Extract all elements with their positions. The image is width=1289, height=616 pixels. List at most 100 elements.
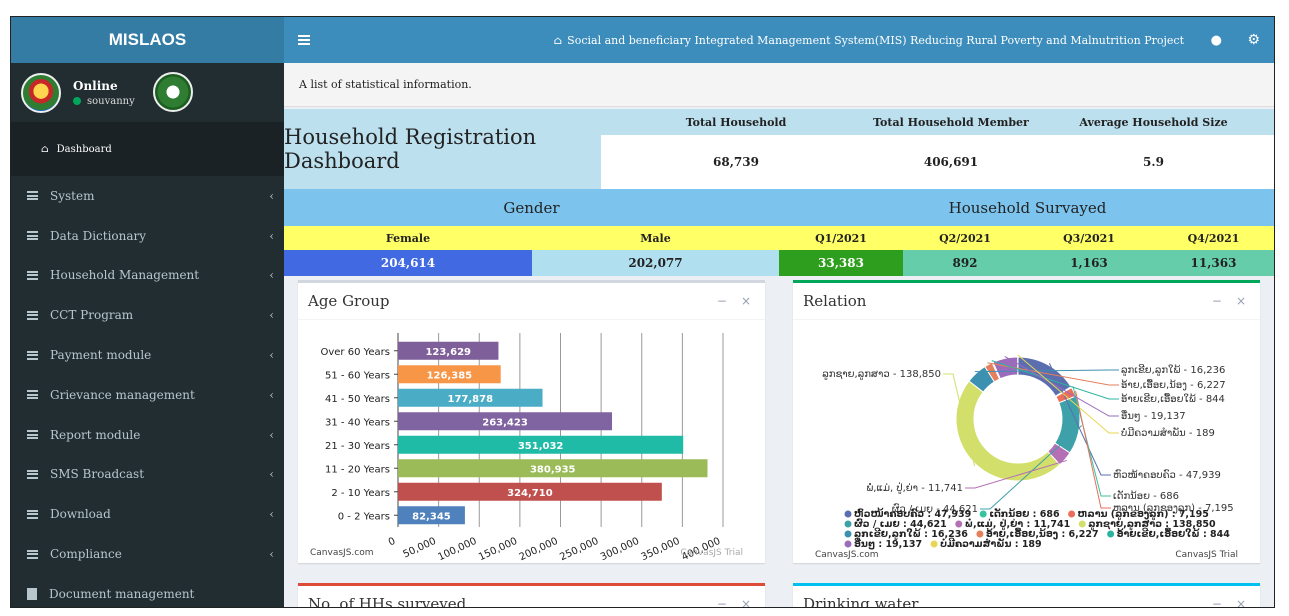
top-navbar: ⌂ Social and beneficiary Integrated Mana… bbox=[284, 17, 1274, 63]
menu-icon bbox=[27, 231, 38, 241]
gears-icon[interactable]: ⚙ bbox=[1247, 32, 1260, 48]
sidebar-item-label: Document management bbox=[49, 586, 195, 601]
total-household-label: Total Household bbox=[601, 109, 871, 135]
category-label: 0 - 2 Years bbox=[338, 511, 390, 522]
value-row: 204,614 202,077 33,383 892 1,163 11,363 bbox=[284, 250, 1274, 276]
chevron-left-icon: ‹ bbox=[269, 507, 274, 522]
user-icon[interactable]: ● bbox=[1210, 32, 1222, 48]
sidebar-item-sms-broadcast[interactable]: SMS Broadcast ‹ bbox=[11, 455, 284, 495]
sidebar-item-grievance-management[interactable]: Grievance management ‹ bbox=[11, 375, 284, 415]
sidebar-item-label: Grievance management bbox=[50, 387, 195, 402]
age-group-chart: 0 50,000100,000150,000200,000250,000300,0… bbox=[310, 333, 743, 563]
user-status: souvanny bbox=[73, 96, 135, 107]
legend-label: ອ້າຍ,ເອື້ອຍ,ນ້ອງ : 6,227 bbox=[986, 527, 1099, 540]
box-header: Drinking water − × bbox=[793, 586, 1260, 608]
data-label: 380,935 bbox=[530, 464, 576, 475]
legend-label: ເດັກນ້ອຍ : 686 bbox=[989, 507, 1060, 520]
close-icon[interactable]: × bbox=[1235, 294, 1246, 308]
minimize-icon[interactable]: − bbox=[716, 597, 727, 608]
user-panel: Online souvanny bbox=[11, 63, 284, 122]
system-title-text: Social and beneficiary Integrated Manage… bbox=[567, 33, 1184, 47]
sidebar-item-cct-program[interactable]: CCT Program ‹ bbox=[11, 295, 284, 335]
avg-size-label: Average Household Size bbox=[1031, 109, 1274, 135]
home-icon: ⌂ bbox=[41, 143, 49, 155]
avg-size-value: 5.9 bbox=[1031, 135, 1274, 189]
sidebar-item-report-module[interactable]: Report module ‹ bbox=[11, 415, 284, 455]
sidebar-item-system[interactable]: System ‹ bbox=[11, 176, 284, 216]
sidebar-toggle-icon[interactable] bbox=[298, 35, 310, 45]
summary-stats: Household Registration Dashboard Total H… bbox=[284, 109, 1274, 189]
sidebar-item-household-management[interactable]: Household Management ‹ bbox=[11, 256, 284, 296]
sidebar-item-label: Download bbox=[50, 507, 111, 522]
legend-label: ບໍ່ມີຄວາມສຳພັນ : 189 bbox=[940, 538, 1042, 550]
data-label: 82,345 bbox=[412, 511, 451, 522]
chevron-left-icon: ‹ bbox=[269, 467, 274, 482]
relation-box: Relation − × ຫົວໜ້າຄອບຄົວ - 47,939 ເດັກນ້… bbox=[793, 280, 1260, 563]
sidebar-item-label: Compliance bbox=[50, 547, 122, 562]
menu-icon bbox=[27, 350, 38, 360]
sidebar-menu: System ‹ Data Dictionary ‹ Household Managem… bbox=[11, 176, 284, 607]
brand-logo[interactable]: MISLAOS bbox=[11, 17, 284, 63]
slice-label: ຫລານ (ລູກຂອງລູກ) - 7,195 bbox=[1113, 503, 1234, 514]
close-icon[interactable]: × bbox=[740, 294, 751, 308]
close-icon[interactable]: × bbox=[1235, 597, 1246, 608]
leader-line bbox=[1075, 390, 1111, 509]
box-tools: − × bbox=[1211, 597, 1246, 608]
chevron-left-icon: ‹ bbox=[269, 188, 274, 203]
avatar bbox=[21, 72, 61, 113]
bar bbox=[398, 412, 613, 431]
chevron-left-icon: ‹ bbox=[269, 547, 274, 562]
close-icon[interactable]: × bbox=[740, 597, 751, 608]
data-label: 351,032 bbox=[518, 441, 564, 452]
slice-label: ຜົວ / ເມຍ - 44,621 bbox=[892, 502, 978, 515]
legend-label: ອື່ນໆ : 19,137 bbox=[854, 538, 922, 550]
quarter-label: Q1/2021 bbox=[815, 231, 867, 245]
leader-line bbox=[980, 425, 1083, 510]
legend-label: ລູກເຂີຍ,ລູກໃພ້ : 16,236 bbox=[854, 527, 968, 540]
legend-marker bbox=[979, 510, 987, 518]
box-title: Relation bbox=[803, 292, 867, 310]
slice-label: ອື່ນໆ - 19,137 bbox=[1121, 409, 1186, 422]
box-tools: − × bbox=[716, 597, 751, 608]
main-content: A list of statistical information. House… bbox=[284, 63, 1274, 608]
legend-marker bbox=[844, 540, 852, 548]
sidebar-item-label: System bbox=[50, 188, 95, 203]
sidebar-item-compliance[interactable]: Compliance ‹ bbox=[11, 534, 284, 574]
user-info: Online souvanny bbox=[73, 79, 135, 107]
bar bbox=[398, 506, 465, 525]
male-value: 202,077 bbox=[532, 250, 779, 276]
leader-line bbox=[974, 369, 1119, 373]
sidebar-item-document-management[interactable]: Document management bbox=[11, 574, 284, 607]
leader-line bbox=[1017, 354, 1119, 434]
hh-surveyed-box: No. of HHs surveyed − × bbox=[298, 583, 765, 608]
total-household-value: 68,739 bbox=[601, 135, 871, 189]
sidebar-item-payment-module[interactable]: Payment module ‹ bbox=[11, 335, 284, 375]
category-label: 2 - 10 Years bbox=[331, 488, 390, 499]
slice-label: ພໍ່,ແມ່, ປູ່,ຍ່າ - 11,741 bbox=[866, 481, 963, 494]
slice-label: ອ້າຍ,ເອື້ອຍ,ນ້ອງ - 6,227 bbox=[1121, 378, 1226, 391]
bar bbox=[398, 435, 684, 454]
sidebar-item-dashboard[interactable]: ⌂ Dashboard bbox=[11, 122, 284, 176]
sidebar-item-download[interactable]: Download ‹ bbox=[11, 494, 284, 534]
menu-icon bbox=[27, 549, 38, 559]
category-label: 51 - 60 Years bbox=[325, 370, 390, 381]
female-value: 204,614 bbox=[284, 250, 532, 276]
sidebar-item-data-dictionary[interactable]: Data Dictionary ‹ bbox=[11, 216, 284, 256]
category-header-row: Female Male Q1/2021 Q2/2021 Q3/2021 Q4/2… bbox=[284, 226, 1274, 250]
bar bbox=[398, 388, 543, 407]
chart-credit: CanvasJS Trial bbox=[680, 548, 743, 558]
chevron-left-icon: ‹ bbox=[269, 268, 274, 283]
minimize-icon[interactable]: − bbox=[1211, 294, 1222, 308]
drinking-water-box: Drinking water − × bbox=[793, 583, 1260, 608]
leader-line bbox=[943, 373, 976, 467]
minimize-icon[interactable]: − bbox=[716, 294, 727, 308]
legend-marker bbox=[1107, 530, 1115, 538]
section-header-row: Gender Household Survayed bbox=[284, 189, 1274, 226]
legend-label: ອ້າຍເຂີຍ,ເອື້ອຍໃພ້ : 844 bbox=[1117, 527, 1231, 540]
minimize-icon[interactable]: − bbox=[1211, 597, 1222, 608]
chevron-left-icon: ‹ bbox=[269, 348, 274, 363]
menu-icon bbox=[27, 270, 38, 280]
chevron-left-icon: ‹ bbox=[269, 427, 274, 442]
app-window: MISLAOS Online souvanny ⌂ Dashboard Syst… bbox=[10, 16, 1275, 608]
online-dot-icon bbox=[73, 97, 81, 105]
